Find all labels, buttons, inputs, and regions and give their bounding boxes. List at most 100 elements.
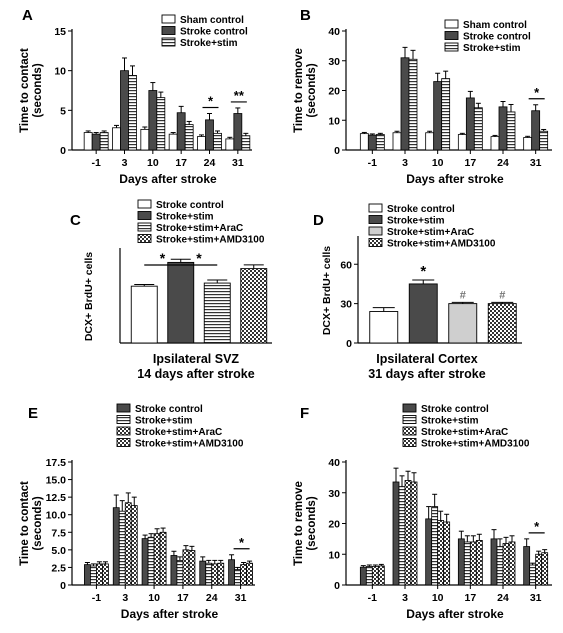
x-tick-label: 3 (122, 592, 128, 604)
bar (241, 135, 251, 151)
legend-label: Stroke+stim+AraC (156, 223, 243, 234)
significance-marker: ** (234, 88, 245, 103)
bar (359, 566, 367, 586)
y-tick-label: 40 (328, 457, 340, 469)
bar (448, 303, 478, 344)
y-tick-label: 20 (328, 519, 340, 531)
x-tick-label: 24 (204, 157, 216, 169)
bar (246, 562, 253, 586)
x-tick-label: 17 (177, 592, 189, 604)
bar (168, 133, 178, 151)
bar (102, 563, 109, 586)
bar (176, 560, 184, 586)
x-axis-label: Days after stroke (121, 607, 219, 621)
bar (408, 283, 438, 344)
bar (147, 536, 155, 586)
bar (159, 531, 167, 586)
y-tick-label: 17.5 (46, 457, 67, 469)
bar (541, 552, 549, 586)
bar (398, 486, 406, 586)
y-tick-label: 10.0 (46, 510, 67, 522)
x-tick-label: 31 (235, 592, 247, 604)
y-tick-label: 60 (340, 259, 352, 271)
bar (487, 303, 517, 344)
panel-label: D (313, 212, 324, 229)
panel-b: B 0 10 20 30 40 Time to remove (seconds) Sham co… (293, 7, 552, 186)
bar (96, 563, 103, 586)
y-axis-label: (seconds) (32, 63, 44, 117)
x-tick-label: 3 (402, 157, 408, 169)
panel-caption: Ipsilateral SVZ (153, 352, 240, 366)
bar (531, 110, 541, 151)
x-tick-label: -1 (368, 157, 377, 169)
bar (463, 541, 471, 586)
legend-swatch (137, 234, 152, 243)
bar (153, 533, 161, 586)
bar (128, 75, 137, 151)
bar (213, 132, 222, 151)
y-tick-label: 0 (334, 580, 340, 592)
bar (120, 70, 129, 151)
significance-marker: * (208, 94, 214, 109)
bar (205, 119, 214, 151)
legend-swatch (444, 31, 459, 40)
bar (523, 137, 533, 151)
legend-swatch (368, 203, 383, 213)
panel-label: B (300, 7, 311, 24)
significance-marker: * (534, 519, 540, 534)
bar (359, 133, 369, 151)
legend-label: Stroke+stim+AraC (135, 427, 222, 438)
legend-swatch (161, 37, 176, 47)
legend-label: Stroke control (180, 27, 248, 38)
panel-label: F (300, 405, 309, 422)
y-tick-label: 7.5 (51, 527, 66, 539)
x-tick-label: 31 (530, 157, 542, 169)
legend-label: Sham control (180, 15, 244, 26)
bar (176, 112, 186, 151)
bar (508, 541, 516, 586)
bar (112, 127, 121, 151)
x-tick-label: 17 (464, 592, 476, 604)
bar (225, 138, 235, 151)
legend-label: Stroke+stim (135, 416, 193, 427)
y-tick-label: 10 (328, 115, 340, 127)
bar (130, 285, 158, 344)
panel-caption: 31 days after stroke (368, 367, 485, 381)
bar (441, 78, 451, 151)
legend-label: Stroke+stim+AMD3100 (387, 239, 496, 250)
bar (473, 107, 483, 151)
bar (228, 559, 235, 586)
bar (156, 97, 166, 151)
bar (197, 136, 206, 151)
bar (457, 134, 467, 151)
x-tick-label: -1 (368, 592, 377, 604)
legend-label: Stroke control (463, 32, 531, 43)
y-tick-label: 10 (54, 66, 66, 78)
panel-a: A 0 5 10 15 Time to contact (seconds) Sham cont… (19, 7, 252, 186)
bar (203, 282, 231, 344)
bar (205, 562, 213, 586)
bar (90, 565, 97, 586)
legend-swatch (368, 238, 383, 247)
panel-e: E 0 2.5 5.0 7.5 10.0 12.5 15.0 17.5 Time to conta… (19, 403, 255, 621)
x-tick-label: 3 (402, 592, 408, 604)
x-tick-label: 10 (432, 157, 444, 169)
legend-swatch (368, 226, 383, 236)
x-axis-label: Days after stroke (119, 172, 217, 186)
y-axis-label: (seconds) (32, 496, 44, 550)
legend-label: Stroke+stim+AraC (421, 427, 508, 438)
bar (425, 132, 435, 151)
bar (91, 133, 101, 151)
y-tick-label: 15 (54, 26, 66, 38)
panel-label: A (22, 7, 33, 24)
bar (365, 566, 373, 586)
significance-marker: * (196, 250, 202, 266)
bar (182, 549, 190, 586)
x-tick-label: 10 (147, 157, 159, 169)
bar (496, 546, 504, 586)
legend-swatch (161, 26, 176, 35)
bar (506, 111, 516, 151)
bar (99, 132, 109, 151)
legend-swatch (444, 42, 459, 52)
